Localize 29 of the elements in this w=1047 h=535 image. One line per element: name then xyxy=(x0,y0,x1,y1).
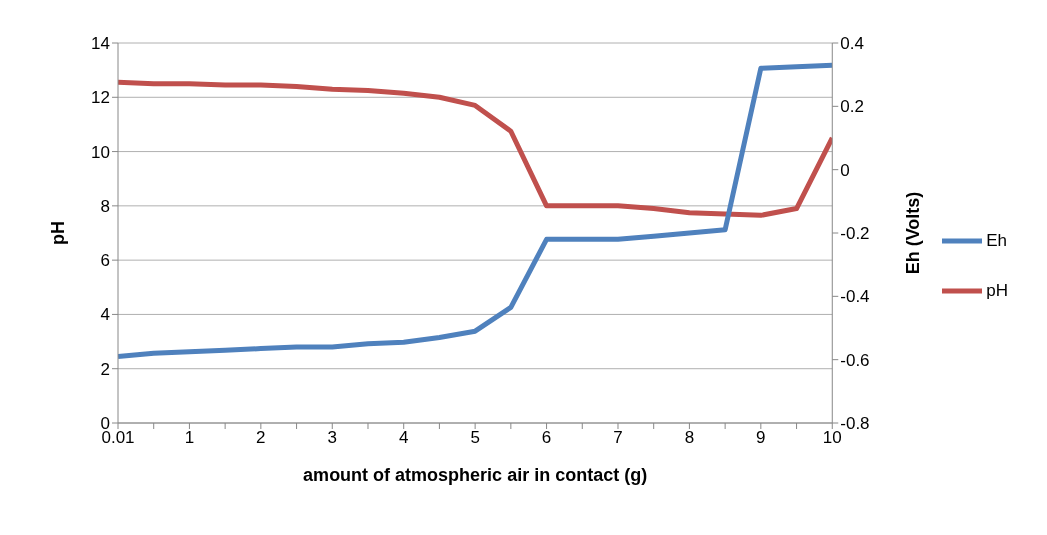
x-tick-label: 7 xyxy=(613,428,623,448)
y2-tick-label: -0.2 xyxy=(840,224,870,244)
y-tick-label: 10 xyxy=(91,142,110,162)
y2-tick-label: 0 xyxy=(840,160,850,180)
x-tick-label: 2 xyxy=(256,428,266,448)
x-axis-title: amount of atmospheric air in contact (g) xyxy=(303,465,648,485)
y-tick-label: 14 xyxy=(91,34,110,54)
y-tick-label: 6 xyxy=(100,251,110,271)
x-tick-label: 4 xyxy=(398,428,409,448)
x-tick-label: 1 xyxy=(184,428,195,448)
x-tick-label: 9 xyxy=(756,428,766,448)
y2-tick-label: 0.2 xyxy=(840,97,864,117)
x-tick-label: 8 xyxy=(684,428,695,448)
y-tick-label: 4 xyxy=(100,305,110,325)
x-tick-label: 5 xyxy=(470,428,480,448)
x-tick-label: 10 xyxy=(822,428,842,448)
y-tick-label: 12 xyxy=(91,88,110,108)
x-tick-label: 6 xyxy=(541,428,552,448)
y-tick-label: 2 xyxy=(100,359,110,379)
y2-tick-label: -0.6 xyxy=(840,350,870,370)
y2-tick-label: -0.4 xyxy=(840,287,870,307)
legend-label: pH xyxy=(986,280,1008,300)
y2-axis-title: Eh (Volts) xyxy=(902,191,923,275)
y2-tick-label: -0.8 xyxy=(840,414,870,434)
y-axis-title: pH xyxy=(48,221,69,245)
legend-label: Eh xyxy=(986,230,1008,250)
y2-tick-label: 0.4 xyxy=(840,34,864,54)
y-tick-label: 8 xyxy=(100,196,110,216)
x-tick-label: 3 xyxy=(327,428,338,448)
